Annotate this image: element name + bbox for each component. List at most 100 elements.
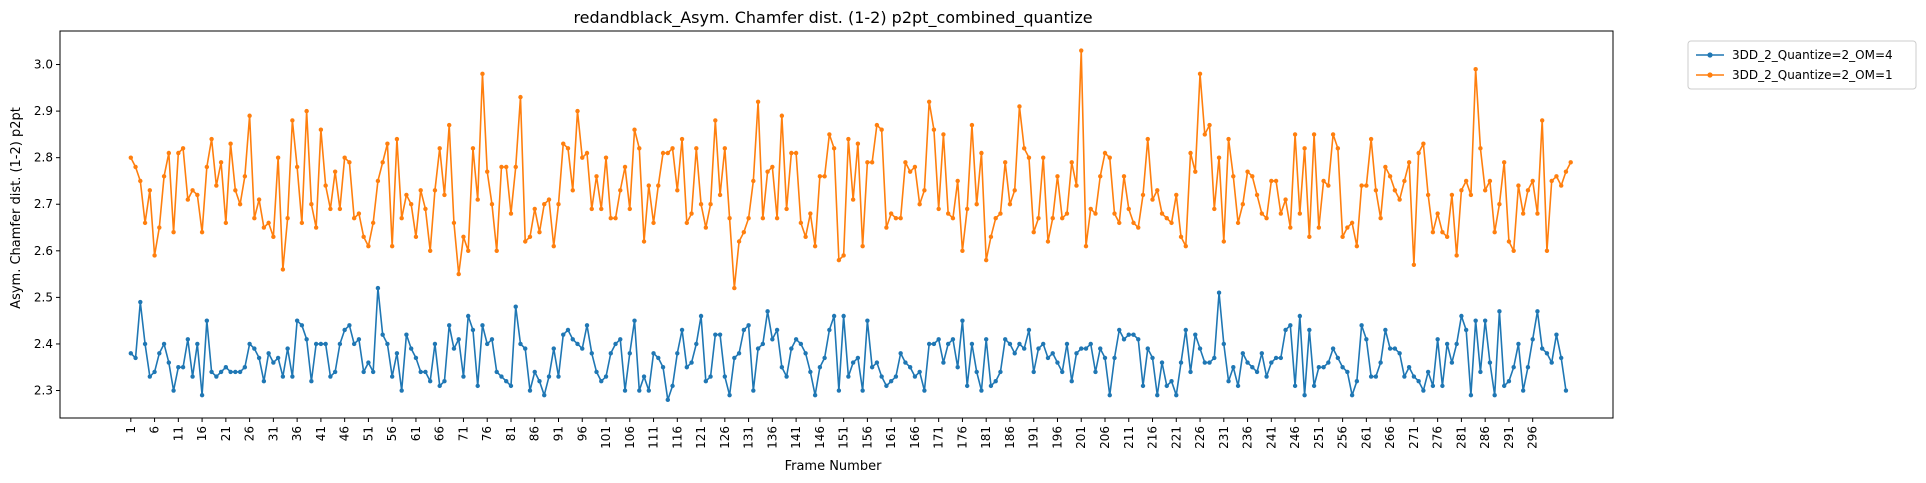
data-point xyxy=(1559,183,1564,188)
x-tick-label: 96 xyxy=(575,426,589,441)
data-point xyxy=(855,141,861,146)
data-point xyxy=(993,216,998,221)
data-point xyxy=(1188,150,1193,156)
data-point xyxy=(356,337,362,342)
data-point xyxy=(1216,155,1222,160)
data-point xyxy=(1283,327,1288,333)
data-point xyxy=(779,365,785,370)
data-point xyxy=(603,374,609,379)
data-point xyxy=(166,360,172,365)
x-tick-label: 126 xyxy=(718,426,732,449)
data-point xyxy=(1378,216,1383,221)
data-point xyxy=(1136,225,1141,230)
data-point xyxy=(532,369,537,375)
x-tick-label: 211 xyxy=(1122,426,1136,449)
x-tick-label: 71 xyxy=(456,426,470,441)
data-point xyxy=(1231,174,1236,179)
data-point xyxy=(589,351,594,356)
data-point xyxy=(1425,369,1431,375)
data-point xyxy=(1349,220,1355,226)
x-tick-label: 101 xyxy=(599,426,613,449)
data-point xyxy=(1245,169,1250,174)
data-point xyxy=(1335,355,1341,361)
data-point xyxy=(394,136,400,142)
data-point xyxy=(1254,369,1260,375)
data-point xyxy=(736,239,742,244)
data-point xyxy=(180,146,186,151)
data-point xyxy=(380,160,385,165)
data-point xyxy=(1117,220,1122,226)
data-point xyxy=(622,164,628,170)
data-point xyxy=(1193,169,1198,174)
data-point xyxy=(499,374,504,379)
data-point xyxy=(1259,351,1265,356)
x-tick-label: 216 xyxy=(1146,426,1160,449)
data-point xyxy=(627,206,632,212)
legend-label: 3DD_2_Quantize=2_OM=1 xyxy=(1732,68,1893,82)
data-point xyxy=(233,369,238,375)
data-point xyxy=(1425,192,1431,198)
data-point xyxy=(285,346,290,351)
data-point xyxy=(142,220,148,226)
data-point xyxy=(1117,327,1122,333)
data-point xyxy=(1140,383,1146,389)
data-point xyxy=(941,132,946,137)
data-point xyxy=(1307,234,1312,240)
data-point xyxy=(370,369,376,375)
data-point xyxy=(432,188,438,193)
data-point xyxy=(242,365,248,370)
data-point xyxy=(979,150,984,156)
data-point xyxy=(1088,341,1093,347)
x-tick-label: 266 xyxy=(1383,426,1397,449)
legend-item: 3DD_2_Quantize=2_OM=1 xyxy=(1696,68,1893,82)
data-point xyxy=(1026,327,1032,333)
data-point xyxy=(1131,220,1136,226)
data-point xyxy=(1444,341,1450,347)
data-point xyxy=(1012,188,1017,193)
data-point xyxy=(451,220,457,226)
data-point xyxy=(542,202,547,207)
data-point xyxy=(1155,188,1160,193)
data-point xyxy=(375,178,381,184)
data-point xyxy=(903,360,908,365)
data-point xyxy=(1245,360,1250,365)
data-point xyxy=(361,234,366,240)
data-point xyxy=(456,271,461,277)
data-point xyxy=(803,351,808,356)
data-point xyxy=(485,341,490,347)
data-point xyxy=(1368,374,1374,379)
data-point xyxy=(1183,327,1188,333)
data-point xyxy=(1226,136,1231,142)
data-point xyxy=(209,136,214,142)
data-point xyxy=(185,197,191,202)
data-point xyxy=(256,197,262,202)
data-point xyxy=(893,374,899,379)
data-point xyxy=(960,248,965,254)
data-point xyxy=(504,379,509,384)
data-point xyxy=(841,253,846,258)
data-point xyxy=(1145,346,1150,351)
data-point xyxy=(1131,332,1136,337)
data-point xyxy=(280,374,286,379)
data-point xyxy=(418,369,423,375)
data-point xyxy=(309,379,314,384)
data-point xyxy=(1354,243,1360,249)
data-point xyxy=(1069,379,1074,384)
data-point xyxy=(1311,132,1317,137)
data-point xyxy=(1088,206,1093,212)
data-point xyxy=(1392,346,1398,351)
x-tick-label: 81 xyxy=(504,426,518,441)
data-point xyxy=(537,379,542,384)
data-point xyxy=(1026,155,1032,160)
x-tick-label: 206 xyxy=(1098,426,1112,449)
data-point xyxy=(831,146,837,151)
data-point xyxy=(1501,383,1507,389)
data-point xyxy=(470,327,476,333)
data-point xyxy=(1202,132,1207,137)
data-point xyxy=(1050,351,1055,356)
data-point xyxy=(1060,369,1065,375)
data-point xyxy=(1511,365,1516,370)
axes-frame xyxy=(59,30,1614,419)
data-point xyxy=(1392,188,1398,193)
data-point xyxy=(1017,104,1022,109)
